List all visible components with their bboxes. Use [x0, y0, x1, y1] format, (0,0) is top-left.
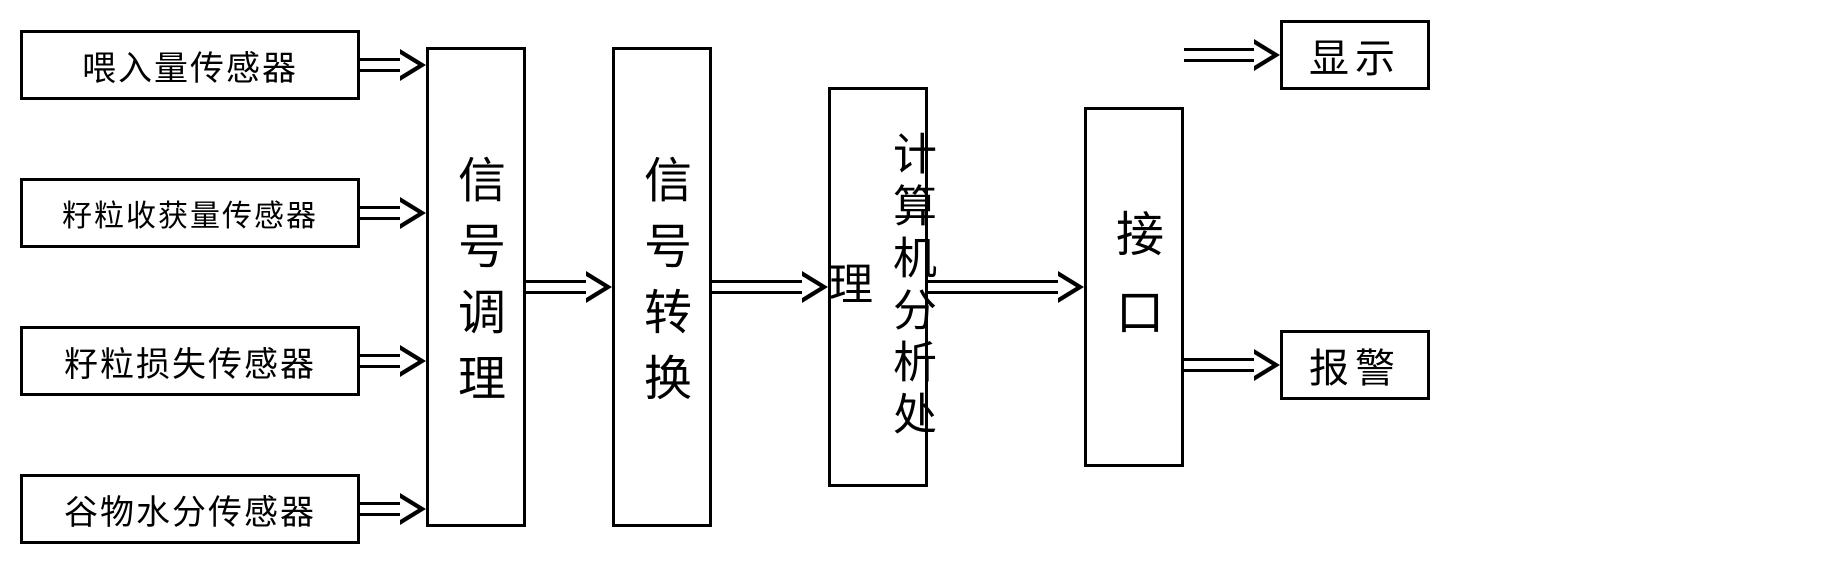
interface: 接口 [1084, 107, 1184, 467]
stage-col: 计算机分析处理 [828, 20, 928, 554]
arrow-icon [360, 197, 426, 229]
arrow-icon [360, 49, 426, 81]
computer-analysis: 计算机分析处理 [828, 87, 928, 487]
output-alarm: 报警 [1280, 330, 1430, 400]
signal-conditioning: 信号调理 [426, 47, 526, 527]
arrow-icon [712, 271, 828, 303]
sensor-row: 籽粒收获量传感器 [20, 178, 426, 248]
sensor-feed-amount: 喂入量传感器 [20, 30, 360, 100]
stage-col: 信号转换 [612, 20, 712, 554]
output-row: 报警 [1184, 330, 1430, 400]
sensor-row: 谷物水分传感器 [20, 474, 426, 544]
arrow-icon [928, 271, 1084, 303]
signal-conversion: 信号转换 [612, 47, 712, 527]
sensors-column: 喂入量传感器 籽粒收获量传感器 籽粒损失传感器 谷物水分传感器 [20, 20, 426, 554]
sensor-moisture: 谷物水分传感器 [20, 474, 360, 544]
arrow-col [712, 20, 828, 554]
sensor-row: 喂入量传感器 [20, 30, 426, 100]
outputs-column: 显示 报警 [1184, 20, 1430, 400]
arrow-icon [1184, 39, 1280, 71]
arrow-col [928, 20, 1084, 554]
arrow-icon [360, 493, 426, 525]
stage-col: 信号调理 [426, 20, 526, 554]
sensor-row: 籽粒损失传感器 [20, 326, 426, 396]
arrow-icon [360, 345, 426, 377]
block-diagram: 喂入量传感器 籽粒收获量传感器 籽粒损失传感器 谷物水分传感器 信号调理 信号转… [20, 20, 1821, 554]
stage-col: 接口 [1084, 20, 1184, 554]
sensor-grain-loss: 籽粒损失传感器 [20, 326, 360, 396]
arrow-col [526, 20, 612, 554]
output-display: 显示 [1280, 20, 1430, 90]
arrow-icon [1184, 349, 1280, 381]
sensor-harvest-amount: 籽粒收获量传感器 [20, 178, 360, 248]
arrow-icon [526, 271, 612, 303]
output-row: 显示 [1184, 20, 1430, 90]
